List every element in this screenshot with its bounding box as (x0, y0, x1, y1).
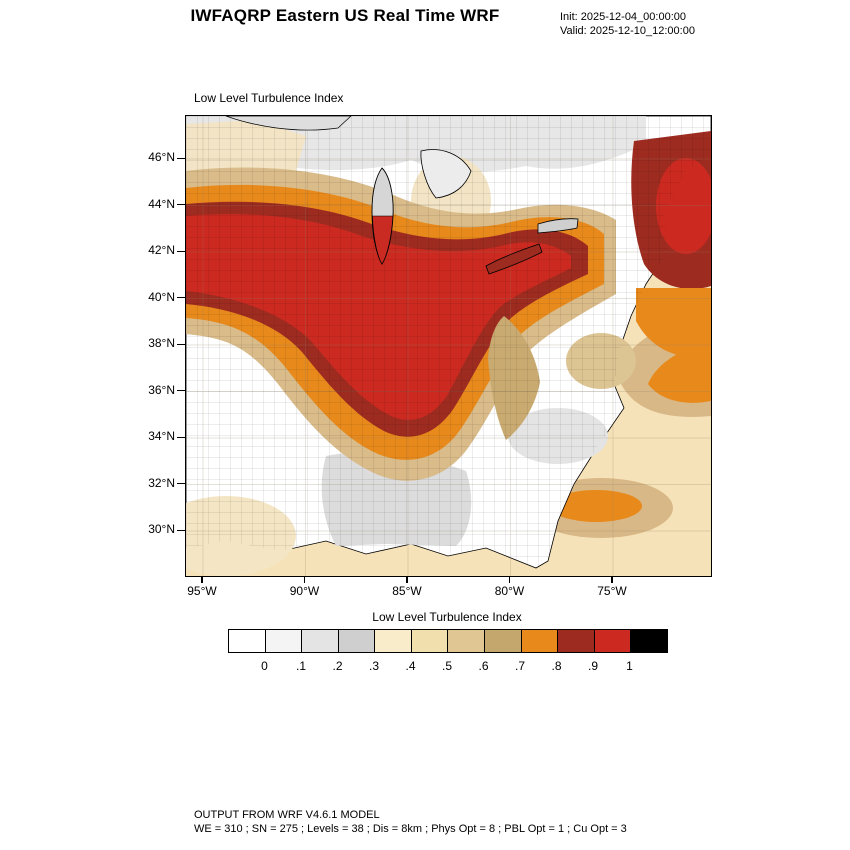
run-timestamps: Init: 2025-12-04_00:00:00 Valid: 2025-12… (560, 10, 695, 38)
colorbar (228, 629, 668, 653)
lake-erie (485, 243, 543, 275)
colorbar-tick-label: .7 (514, 659, 525, 673)
map-title: Low Level Turbulence Index (194, 91, 344, 105)
lat-tick-label: 32°N (148, 475, 175, 490)
lake-huron (420, 149, 472, 199)
lat-tick-label: 44°N (148, 196, 175, 211)
lat-tick-label: 46°N (148, 150, 175, 164)
colorbar-cell (520, 630, 558, 652)
colorbar-cell (337, 630, 375, 652)
turbulence-map (185, 115, 712, 577)
lat-tick-mark (177, 436, 185, 438)
lon-tick-mark (201, 576, 203, 583)
lat-tick-label: 42°N (148, 243, 175, 257)
lon-tick-mark (611, 576, 613, 583)
model-info-line1: OUTPUT FROM WRF V4.6.1 MODEL (194, 809, 380, 821)
lon-tick-mark (303, 576, 306, 583)
lat-tick-mark (177, 529, 185, 531)
lat-tick-mark (177, 343, 185, 345)
lon-tick-mark (406, 576, 408, 583)
colorbar-tick-label: .4 (405, 659, 416, 673)
lat-tick-label: 36°N (148, 382, 175, 397)
colorbar-tick-label: .5 (441, 659, 452, 673)
colorbar-tick-label: .6 (478, 659, 489, 673)
colorbar-cell (264, 630, 302, 652)
lon-tick-label: 85°W (392, 584, 422, 598)
colorbar-cell (484, 630, 521, 652)
colorbar-tick-label: .8 (551, 659, 562, 673)
lon-tick-label: 75°W (597, 584, 627, 598)
colorbar-tick-label: .3 (368, 659, 379, 673)
lat-tick-label: 34°N (148, 429, 175, 443)
colorbar-cell (557, 630, 594, 652)
colorbar-tick-label: .2 (332, 659, 343, 673)
colorbar-title: Low Level Turbulence Index (372, 610, 522, 624)
lat-tick-label: 30°N (148, 522, 175, 536)
lon-tick-label: 80°W (494, 584, 525, 598)
page-title: IWFAQRP Eastern US Real Time WRF (190, 6, 500, 25)
lat-tick-mark (177, 390, 185, 392)
colorbar-cell (410, 630, 448, 652)
model-info: OUTPUT FROM WRF V4.6.1 MODEL WE = 310 ; … (194, 808, 627, 836)
county-boundaries (186, 116, 711, 568)
colorbar-cell (229, 630, 265, 652)
lake-ontario (537, 218, 579, 234)
colorbar-tick-label: .9 (587, 659, 598, 673)
init-time: Init: 2025-12-04_00:00:00 (560, 11, 686, 23)
colorbar-tick-label: 0 (261, 659, 268, 673)
valid-time: Valid: 2025-12-10_12:00:00 (560, 25, 695, 37)
lat-tick-mark (177, 204, 185, 206)
colorbar-tick-label: .1 (295, 659, 306, 673)
lat-tick-label: 38°N (148, 336, 175, 350)
lat-tick-mark (177, 297, 185, 299)
lat-tick-mark (177, 250, 185, 252)
colorbar-cell (301, 630, 338, 652)
lon-tick-mark (508, 576, 511, 583)
turbulence-map-canvas (186, 116, 711, 576)
lon-tick-label: 90°W (289, 584, 320, 598)
lake-superior (225, 116, 352, 131)
lat-tick-mark (177, 157, 185, 159)
lat-tick-mark (177, 483, 185, 485)
lon-tick-label: 95°W (187, 584, 217, 598)
colorbar-cell (593, 630, 631, 652)
model-info-line2: WE = 310 ; SN = 275 ; Levels = 38 ; Dis … (194, 823, 627, 835)
colorbar-cell (447, 630, 485, 652)
colorbar-cell (630, 630, 667, 652)
lat-tick-label: 40°N (148, 289, 175, 304)
colorbar-tick-label: 1 (626, 659, 633, 673)
colorbar-cell (374, 630, 411, 652)
